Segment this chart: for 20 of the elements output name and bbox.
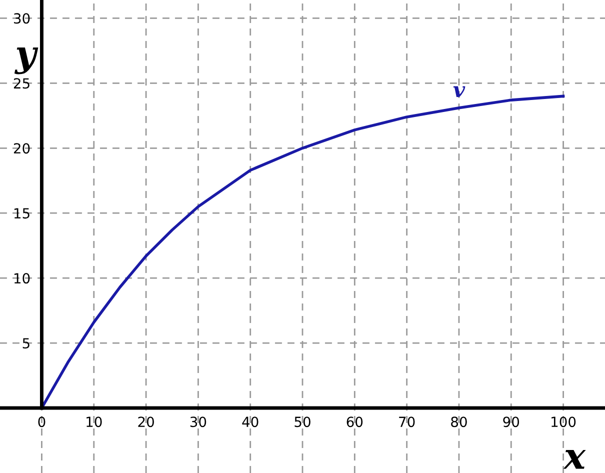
x-tick-label: 20 (138, 416, 154, 428)
y-tick-label: 15 (14, 208, 30, 219)
x-tick-label: 40 (242, 416, 258, 428)
x-tick-label: 50 (294, 416, 310, 428)
y-tick-label: 10 (14, 273, 30, 284)
y-axis-title: y (14, 47, 38, 74)
y-tick-label: 30 (14, 13, 30, 24)
x-tick-label: 10 (86, 416, 102, 428)
x-tick-label: 0 (38, 416, 46, 428)
y-tick-label: 20 (14, 143, 30, 154)
x-tick-label: 70 (399, 416, 415, 428)
y-tick-label: 25 (14, 78, 30, 89)
x-tick-label: 100 (552, 416, 576, 428)
x-tick-label: 80 (451, 416, 467, 428)
series-label: v (453, 86, 466, 98)
x-tick-label: 90 (503, 416, 520, 428)
x-axis-title: x (563, 450, 586, 469)
x-tick-label: 30 (190, 416, 206, 428)
x-tick-label: 60 (346, 416, 363, 428)
y-tick-label: 5 (22, 338, 30, 349)
